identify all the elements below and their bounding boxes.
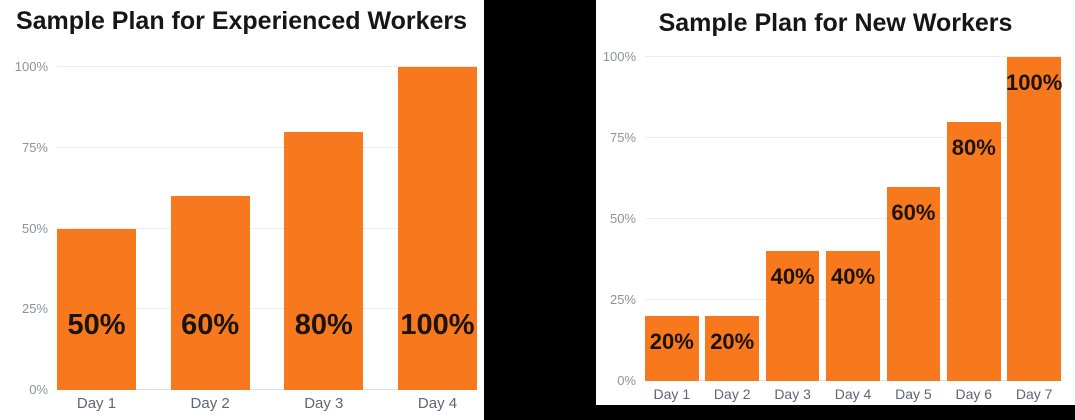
x-axis-label: Day 6 <box>955 386 993 402</box>
y-tick-label: 75% <box>21 139 48 155</box>
y-tick-label: 0% <box>617 373 636 388</box>
bar-slot: 20% Day 1 <box>645 57 699 402</box>
x-axis-label: Day 3 <box>774 386 811 402</box>
bar-value-label: 40% <box>830 264 876 290</box>
bar-slot: 40% Day 4 <box>826 57 880 402</box>
bar-slot: 100% Day 4 <box>398 67 477 412</box>
gridline <box>57 227 477 229</box>
x-axis-label: Day 2 <box>190 395 230 412</box>
bar: 60% <box>170 196 250 390</box>
bar: 80% <box>946 121 1001 381</box>
gridline <box>645 218 1061 219</box>
gridline <box>645 56 1061 57</box>
bar-slot: 80% Day 6 <box>946 57 1001 402</box>
bar-value-label: 60% <box>891 199 936 225</box>
bar: 20% <box>645 316 699 381</box>
y-tick-label: 50% <box>609 211 636 226</box>
bar-value-label: 50% <box>67 309 126 341</box>
y-tick-label: 75% <box>609 130 636 145</box>
gridline <box>57 66 477 67</box>
gridline <box>57 308 477 310</box>
bar-slot: 80% Day 3 <box>284 67 364 412</box>
bottom-strip <box>596 405 1075 420</box>
bar: 80% <box>284 131 364 390</box>
bar-slot: 20% Day 2 <box>705 57 760 402</box>
gridline <box>645 137 1061 138</box>
plot-area: 0% 25% 50% 75% 100% 50% Day 1 60% Day 2 80% Day 3 1… <box>15 59 477 412</box>
bar-slot: 60% Day 5 <box>886 57 941 402</box>
y-tick-label: 0% <box>29 382 48 397</box>
bar-value-label: 100% <box>400 309 475 341</box>
bars-container: 50% Day 1 60% Day 2 80% Day 3 100% Day 4 <box>57 67 477 412</box>
bars-container: 20% Day 1 20% Day 2 40% Day 3 40% Day 4 60% Day 5… <box>645 57 1062 402</box>
bar-value-label: 20% <box>710 329 755 355</box>
bar: 100% <box>1006 57 1062 381</box>
x-axis-label: Day 7 <box>1015 386 1053 402</box>
experienced-workers-chart: Sample Plan for Experienced Workers 0% 25… <box>0 0 483 420</box>
bar: 50% <box>57 228 136 390</box>
bar-value-label: 60% <box>181 309 240 341</box>
bar-value-label: 80% <box>951 134 996 160</box>
x-axis-label: Day 4 <box>417 395 458 412</box>
bar: 100% <box>398 67 477 390</box>
bar-value-label: 20% <box>649 329 694 355</box>
y-tick-label: 100% <box>14 59 48 74</box>
x-axis-label: Day 5 <box>895 386 932 402</box>
bar-slot: 60% Day 2 <box>170 67 250 412</box>
bar: 40% <box>826 251 880 381</box>
x-axis-label: Day 2 <box>713 386 751 402</box>
bar: 20% <box>705 316 760 381</box>
y-tick-label: 25% <box>21 301 48 317</box>
bar-slot: 100% Day 7 <box>1006 57 1062 402</box>
bar: 40% <box>765 251 820 381</box>
x-axis-label: Day 4 <box>834 386 872 402</box>
chart-title: Sample Plan for New Workers <box>658 9 1013 37</box>
bar: 60% <box>886 186 941 381</box>
chart-title: Sample Plan for Experienced Workers <box>15 7 468 35</box>
y-tick-label: 50% <box>21 220 48 236</box>
bar-value-label: 80% <box>294 309 353 341</box>
x-axis-label: Day 3 <box>304 395 344 412</box>
gridline <box>57 146 477 148</box>
y-tick-label: 25% <box>609 292 636 307</box>
x-axis-label: Day 1 <box>653 386 691 402</box>
y-tick-label: 100% <box>602 49 636 64</box>
new-workers-chart: Sample Plan for New Workers 0% 25% 50% 75% 1… <box>596 0 1075 405</box>
x-axis-label: Day 1 <box>76 395 117 412</box>
bar-value-label: 100% <box>1006 70 1063 95</box>
bar-value-label: 40% <box>770 264 815 290</box>
gridline <box>57 389 477 390</box>
divider-strip <box>484 0 596 420</box>
bar-slot: 50% Day 1 <box>57 67 136 412</box>
bar-slot: 40% Day 3 <box>765 57 820 402</box>
